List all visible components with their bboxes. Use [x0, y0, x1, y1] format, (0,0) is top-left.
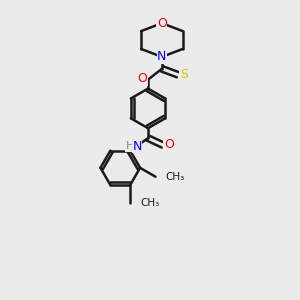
Text: CH₃: CH₃	[165, 172, 185, 182]
Text: O: O	[164, 138, 174, 151]
Text: N: N	[157, 50, 167, 63]
Text: O: O	[157, 17, 167, 30]
Text: CH₃: CH₃	[140, 198, 159, 208]
Text: H: H	[126, 141, 134, 151]
Text: N: N	[132, 140, 142, 152]
Text: S: S	[180, 68, 188, 81]
Text: O: O	[137, 72, 147, 85]
